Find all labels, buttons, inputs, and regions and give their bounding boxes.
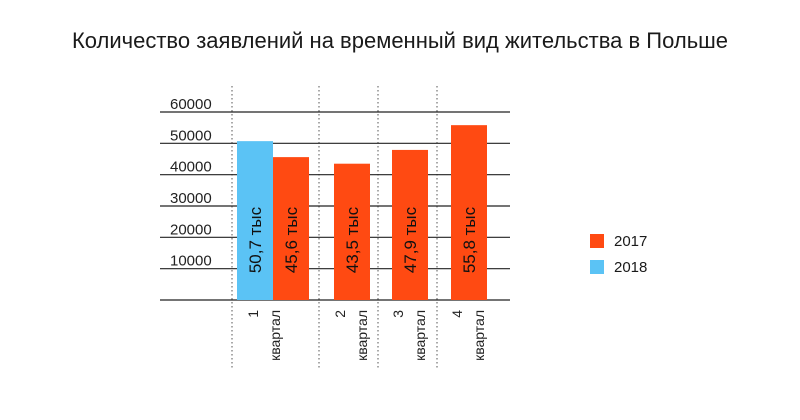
y-tick-label: 30000 [170,190,212,207]
bar-2018 [237,141,273,300]
data-label-2017: 43,5 тыс [343,206,362,273]
y-tick-label: 10000 [170,253,212,270]
y-tick-label: 40000 [170,159,212,176]
legend-item-2018: 2018 [590,254,647,280]
category-number: 1 [245,310,261,318]
data-label-2017: 47,9 тыс [401,206,420,273]
category-label: 2 квартал [332,310,370,361]
category-number: 4 [449,310,465,318]
bar-2017 [273,157,309,300]
bar-2017 [392,149,428,300]
category-number: 3 [390,310,406,318]
category-word: квартал [471,310,487,361]
chart-title: Количество заявлений на временный вид жи… [71,28,729,53]
category-label: 4 квартал [449,310,487,361]
legend-item-2017: 2017 [590,228,647,254]
data-label-2018: 50,7 тыс [246,206,265,273]
category-word: квартал [267,310,283,361]
y-tick-label: 50000 [170,127,212,144]
category-word: квартал [412,310,428,361]
category-word: квартал [354,310,370,361]
category-label: 3 квартал [390,310,428,361]
legend-label-2018: 2018 [614,258,648,276]
data-label-2017: 55,8 тыс [460,206,479,273]
legend-label-2017: 2017 [614,232,648,250]
category-label: 1 квартал [245,310,283,361]
category-number: 2 [332,310,348,318]
bar-2017 [334,163,370,300]
bar-2017 [451,125,487,300]
y-tick-label: 60000 [170,96,212,113]
y-tick-label: 20000 [170,221,212,238]
legend: 2017 2018 [590,228,647,280]
legend-swatch-2017 [590,234,604,248]
data-label-2017: 45,6 тыс [282,206,301,273]
legend-swatch-2018 [590,260,604,274]
